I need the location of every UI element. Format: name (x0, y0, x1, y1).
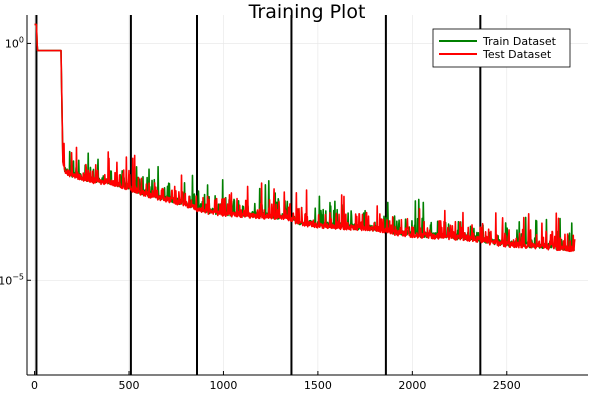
tick-labels-layer: 0 500 1000 1500 2000 2500 100 10−5 (0, 35, 521, 392)
x-tick-label-4: 2000 (398, 379, 426, 392)
x-tick-label-3: 1500 (304, 379, 332, 392)
x-tick-label-2: 1000 (209, 379, 237, 392)
chart-title: Training Plot (248, 1, 366, 23)
axis-layer (26, 15, 588, 376)
x-tick-label-5: 2500 (493, 379, 521, 392)
series-layer (34, 23, 576, 253)
x-tick-label-0: 0 (31, 379, 38, 392)
legend-box (432, 28, 571, 68)
series-line-1 (34, 23, 576, 253)
vertical-lines-layer (35, 15, 482, 375)
x-tick-label-1: 500 (119, 379, 140, 392)
legend-label-1: Test Dataset (482, 48, 552, 61)
legend-label-0: Train Dataset (482, 35, 557, 48)
y-tick-label-1: 10−5 (0, 272, 24, 287)
y-tick-label-0: 100 (5, 35, 24, 50)
